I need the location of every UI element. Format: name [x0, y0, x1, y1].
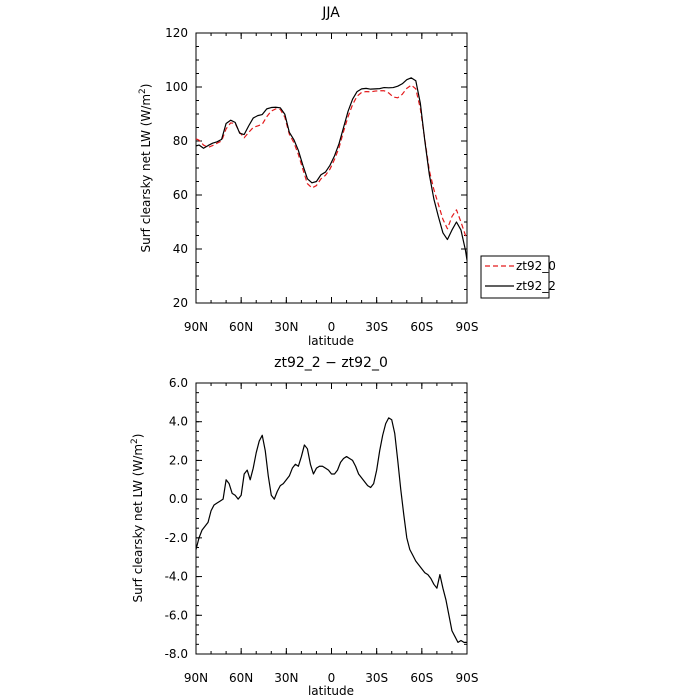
top-chart-title: JJA: [321, 5, 340, 21]
x-tick-label: 30S: [365, 671, 388, 685]
x-tick-label: 90N: [184, 671, 208, 685]
y-tick-label: 0.0: [169, 492, 188, 506]
top-chart-panel: JJA 20 40 60 80 100 120 90N 60N 30N 0 30S 60S 90S l…: [138, 5, 556, 348]
x-tick-label: 60N: [229, 320, 253, 334]
top-y-axis-label: Surf clearsky net LW (W/m2): [138, 84, 153, 253]
bottom-x-axis: 90N 60N 30N 0 30S 60S 90S: [184, 383, 479, 685]
bottom-chart-title: zt92_2 − zt92_0: [274, 355, 388, 371]
x-tick-label: 0: [328, 671, 336, 685]
y-tick-label: 60: [173, 188, 188, 202]
x-tick-label: 60S: [410, 671, 433, 685]
legend: zt92_0 zt92_2: [480, 255, 556, 299]
legend-box: [480, 255, 550, 299]
y-tick-label: 2.0: [169, 453, 188, 467]
bottom-series-group: [195, 417, 467, 643]
y-tick-label: -2.0: [165, 531, 188, 545]
bottom-y-axis-label: Surf clearsky net LW (W/m2): [130, 434, 145, 603]
y-tick-label: -8.0: [165, 647, 188, 661]
x-tick-label: 0: [328, 320, 336, 334]
x-tick-label: 90S: [456, 320, 479, 334]
bottom-x-axis-label: latitude: [308, 684, 354, 698]
y-tick-label: -4.0: [165, 570, 188, 584]
bottom-plot-frame: [195, 382, 468, 655]
bottom-chart-panel: zt92_2 − zt92_0 -8.0 -6.0 -4.0 -2.0 0.0 2.0 4.…: [130, 355, 478, 698]
y-tick-label: 100: [165, 80, 188, 94]
top-y-axis: 20 40 60 80 100 120: [165, 26, 467, 310]
y-tick-label: 80: [173, 134, 188, 148]
x-tick-label: 60N: [229, 671, 253, 685]
top-plot-frame: [195, 32, 468, 304]
y-tick-label: 40: [173, 242, 188, 256]
y-tick-label: 120: [165, 26, 188, 40]
y-tick-label: 6.0: [169, 376, 188, 390]
x-tick-label: 90S: [456, 671, 479, 685]
y-tick-label: 20: [173, 296, 188, 310]
series-line-difference: [195, 417, 467, 643]
top-x-axis-label: latitude: [308, 334, 354, 348]
series-line-zt92-2: [195, 77, 468, 261]
x-tick-label: 30S: [365, 320, 388, 334]
y-tick-label: -6.0: [165, 608, 188, 622]
x-tick-label: 90N: [184, 320, 208, 334]
x-tick-label: 30N: [274, 320, 298, 334]
x-tick-label: 30N: [274, 671, 298, 685]
bottom-y-axis: -8.0 -6.0 -4.0 -2.0 0.0 2.0 4.0 6.0: [165, 376, 467, 661]
legend-label-zt92-0: zt92_0: [516, 259, 556, 273]
y-tick-label: 4.0: [169, 415, 188, 429]
legend-label-zt92-2: zt92_2: [516, 279, 556, 293]
x-tick-label: 60S: [410, 320, 433, 334]
top-series-group: [195, 77, 468, 261]
top-x-axis: 90N 60N 30N 0 30S 60S 90S: [184, 33, 479, 334]
